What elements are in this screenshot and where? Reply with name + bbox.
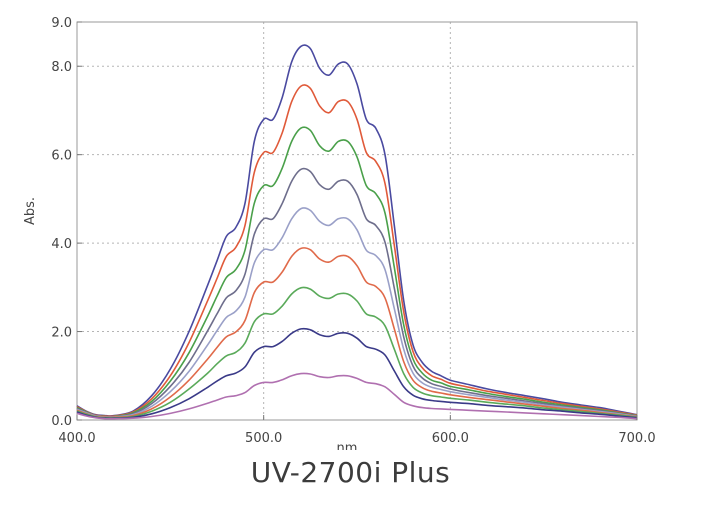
tick-labels: 400.0 500.0 600.0 700.0 0.0 2.0 4.0 6.0 8.0 9.0 <box>51 16 655 446</box>
x-tick-label: 600.0 <box>432 431 469 446</box>
spectrum-line-5 <box>76 207 638 418</box>
y-tick-label: 8.0 <box>51 60 72 75</box>
spectra-series <box>76 44 638 420</box>
spectrum-line-9 <box>76 372 638 420</box>
spectrum-line-6 <box>76 247 638 419</box>
spectrum-line-4 <box>76 167 638 418</box>
y-tick-label: 9.0 <box>51 16 72 31</box>
grid <box>77 22 637 420</box>
absorbance-chart: 400.0 500.0 600.0 700.0 0.0 2.0 4.0 6.0 8.0 9.0 A… <box>23 16 656 450</box>
plot-area-frame <box>76 21 638 421</box>
x-tick-label: 700.0 <box>618 431 655 446</box>
spectrum-line-8 <box>76 327 638 420</box>
y-tick-label: 4.0 <box>51 237 72 252</box>
x-tick-label: 500.0 <box>245 431 282 446</box>
y-axis-label: Abs. <box>23 197 38 225</box>
y-tick-label: 0.0 <box>51 414 72 429</box>
spectrum-line-2 <box>76 84 638 418</box>
y-tick-label: 6.0 <box>51 149 72 164</box>
spectrum-line-7 <box>76 286 638 419</box>
x-tick-label: 400.0 <box>58 431 95 446</box>
spectrum-line-1 <box>76 44 638 417</box>
spectrum-line-3 <box>76 126 638 418</box>
y-tick-label: 2.0 <box>51 326 72 341</box>
instrument-caption: UV-2700i Plus <box>250 456 451 489</box>
x-axis-label: nm <box>337 441 358 450</box>
